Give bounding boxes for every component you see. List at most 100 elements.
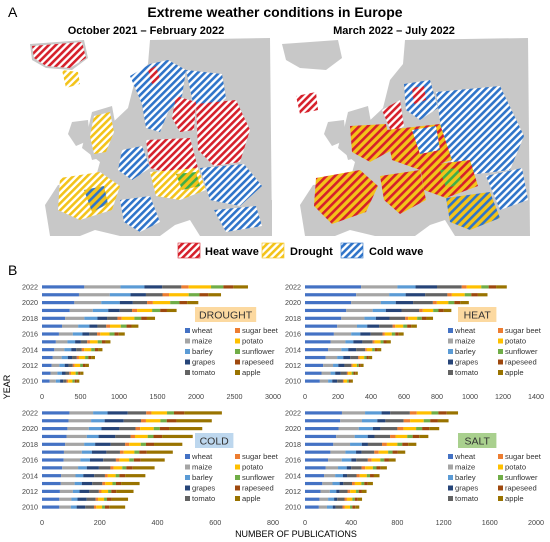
region-cold-turkey (214, 206, 262, 232)
bar-salt-2018-sugar-beet (382, 442, 387, 446)
legend-label-salt-grapes: grapes (455, 484, 478, 493)
bar-drought-2022-barley (120, 285, 145, 289)
bar-salt-2022-tomato (390, 411, 410, 415)
legend-swatch-heat-maize (448, 338, 453, 344)
legend-label-drought-maize: maize (192, 337, 212, 346)
legend-swatch-heat-apple (498, 370, 503, 375)
region-mixed-romania (440, 168, 462, 188)
bar-drought-2014-rapeseed (94, 348, 99, 352)
bar-heat-2015-tomato (362, 340, 373, 344)
bar-salt-2013-apple (367, 481, 373, 486)
legend-label-salt-wheat: wheat (454, 452, 476, 461)
bar-heat-2019-wheat (305, 308, 347, 313)
legend-label-salt-sunflower: sunflower (505, 473, 538, 482)
bar-drought-2013-apple (91, 355, 95, 360)
bar-drought-2019-barley (92, 308, 109, 313)
legend-swatch-cold-sugar-beet (235, 454, 240, 459)
bar-salt-2017-wheat (305, 450, 331, 454)
bar-drought-2017-apple (131, 324, 139, 328)
bar-drought-2016-barley (72, 332, 83, 336)
bar-cold-2012-rapeseed (111, 489, 117, 493)
bar-heat-2020-barley (380, 301, 396, 305)
bar-heat-2012-barley (333, 363, 339, 367)
legend-swatch-cold-tomato (185, 496, 190, 501)
bar-cold-2021-apple (176, 419, 212, 423)
bar-salt-2010-barley (326, 505, 333, 509)
bar-heat-2016-sunflower (391, 332, 396, 336)
bar-salt-2021-sugar-beet (403, 419, 411, 423)
bar-heat-2017-apple (411, 324, 417, 328)
figure-title: Extreme weather conditions in Europe (147, 4, 402, 20)
chart-salt: 2010 2012 2014 2016 2018 2020 2022 0 400 800 1200 1… (285, 409, 544, 527)
bar-salt-2022-maize (341, 411, 366, 415)
bar-cold-2016-grapes (89, 458, 104, 462)
bar-cold-2017-wheat (42, 450, 64, 454)
bar-drought-2014-wheat (42, 348, 55, 352)
bar-cold-2018-maize (65, 442, 85, 446)
bar-cold-2017-rapeseed (139, 450, 147, 454)
bar-cold-2010-apple (109, 505, 126, 509)
bar-heat-2022-grapes (415, 285, 437, 289)
map-right (278, 36, 530, 236)
bar-cold-2020-tomato (119, 427, 136, 431)
region-heat-drought-iberia (314, 170, 378, 224)
bar-drought-2011-wheat (42, 371, 51, 375)
bar-drought-2021-tomato (145, 293, 163, 297)
x-tick-heat-0: 0 (303, 392, 307, 401)
bar-cold-2011-sugar-beet (95, 497, 99, 501)
bar-drought-2013-maize (52, 355, 62, 360)
bar-heat-2010-barley (328, 379, 333, 383)
bar-heat-2012-wheat (305, 363, 324, 367)
bar-heat-2010-apple (350, 379, 353, 383)
legend-label-cold-apple: apple (242, 494, 261, 503)
bar-cold-2021-barley (91, 419, 105, 423)
bar-heat-2017-grapes (367, 324, 380, 328)
bar-heat-2018-sugar-beet (405, 316, 409, 320)
bar-salt-2014-sunflower (366, 474, 371, 478)
bar-cold-2015-sunflower (122, 466, 127, 470)
bar-heat-2015-rapeseed (383, 340, 387, 344)
bar-cold-2014-tomato (94, 474, 105, 478)
legend-swatch-salt-sunflower (498, 475, 503, 480)
bar-drought-2013-barley (61, 355, 68, 360)
bar-drought-2017-wheat (42, 324, 63, 328)
bar-drought-2022-rapeseed (223, 285, 234, 289)
bar-salt-2010-sunflower (350, 505, 353, 509)
legend-swatch-cold-wheat (185, 454, 190, 459)
bar-heat-2018-grapes (375, 316, 390, 320)
bar-drought-2020-maize (74, 301, 102, 305)
bar-drought-2015-maize (55, 340, 68, 344)
x-tick-drought-1500: 1500 (150, 392, 166, 401)
bar-drought-2011-maize (50, 371, 58, 375)
bar-heat-2012-sugar-beet (351, 363, 353, 367)
bar-heat-2011-rapeseed (353, 371, 356, 375)
bar-salt-2016-potato (371, 458, 381, 462)
bar-cold-2019-apple (162, 434, 193, 439)
bar-heat-2019-grapes (385, 308, 402, 313)
bar-drought-2017-tomato (97, 324, 107, 328)
y-tick-cold-2016: 2016 (22, 456, 38, 465)
bar-salt-2012-sunflower (356, 489, 359, 493)
bar-cold-2013-tomato (92, 481, 103, 486)
bar-drought-2019-rapeseed (160, 308, 167, 313)
bar-drought-2020-barley (101, 301, 120, 305)
bar-drought-2021-apple (208, 293, 222, 297)
bar-salt-2021-sunflower (423, 419, 431, 423)
bar-cold-2022-rapeseed (173, 411, 185, 415)
y-tick-cold-2018: 2018 (22, 440, 38, 449)
bar-drought-2020-sunflower (170, 301, 180, 305)
bar-drought-2020-tomato (132, 301, 148, 305)
bar-drought-2015-rapeseed (101, 340, 106, 344)
bar-cold-2012-apple (116, 489, 134, 493)
bar-cold-2012-sugar-beet (98, 489, 102, 493)
legend-swatch-salt-potato (498, 464, 503, 470)
bar-drought-2019-potato (137, 308, 153, 313)
bar-salt-2016-wheat (305, 458, 329, 462)
bar-cold-2010-tomato (85, 505, 94, 509)
bar-cold-2022-sugar-beet (146, 411, 152, 415)
bar-drought-2016-wheat (42, 332, 59, 336)
bar-cold-2020-wheat (42, 427, 68, 431)
bar-salt-2018-apple (408, 442, 417, 446)
bar-salt-2012-grapes (336, 489, 340, 493)
y-tick-drought-2022: 2022 (22, 283, 38, 292)
